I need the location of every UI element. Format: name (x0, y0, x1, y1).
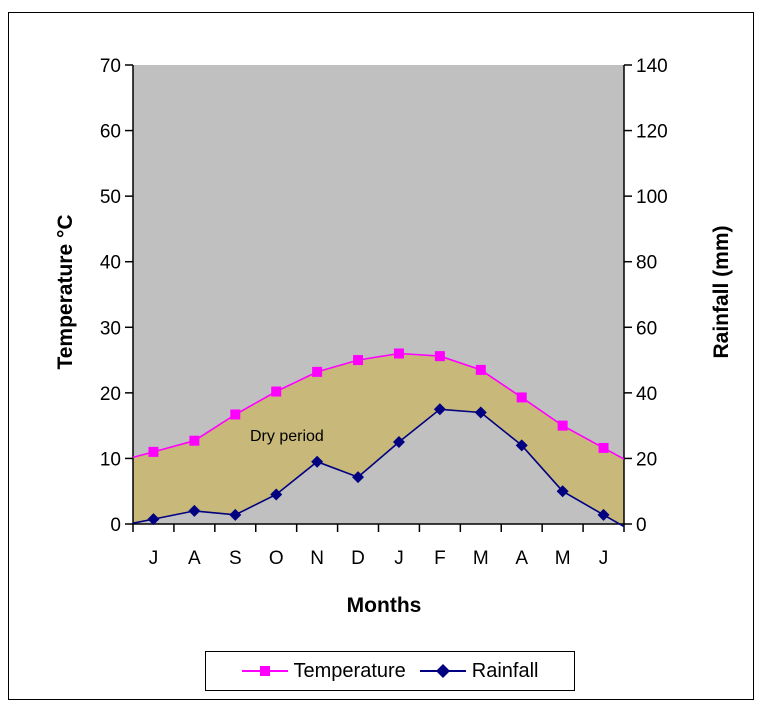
y-right-tick-label: 120 (636, 122, 668, 143)
y-left-tick-label: 0 (110, 515, 121, 536)
legend-label-temperature: Temperature (293, 659, 406, 682)
temperature-point (230, 409, 241, 420)
x-tick-label: S (229, 548, 242, 569)
temperature-point (475, 364, 486, 375)
y-left-tick-label: 60 (100, 122, 121, 143)
legend-temperature-swatch (241, 666, 288, 676)
rainfall-point (474, 406, 487, 419)
y-right-tick-label: 20 (636, 449, 657, 470)
legend-rainfall-swatch (419, 664, 466, 678)
x-tick-label: A (188, 548, 201, 569)
legend: Temperature Rainfall (205, 651, 575, 691)
rainfall-point (270, 488, 283, 501)
y-left-tick-label: 70 (100, 56, 121, 77)
temperature-point (353, 355, 364, 366)
x-tick-label: N (310, 548, 324, 569)
temperature-point (434, 351, 445, 362)
temperature-point (393, 348, 404, 359)
temperature-point (148, 446, 159, 457)
x-tick-label: A (515, 548, 528, 569)
y-left-tick-label: 20 (100, 384, 121, 405)
x-tick-label: M (555, 548, 571, 569)
x-tick-label: F (434, 548, 446, 569)
rainfall-point (433, 403, 446, 416)
x-tick-label: J (394, 548, 404, 569)
rainfall-point (556, 485, 569, 498)
temperature-point (271, 386, 282, 397)
rainfall-point (392, 436, 405, 449)
temperature-point (189, 435, 200, 446)
legend-label-rainfall: Rainfall (471, 659, 539, 682)
rainfall-line (132, 408, 625, 528)
x-tick-label: O (269, 548, 284, 569)
rainfall-point (352, 471, 365, 484)
y-right-tick-label: 80 (636, 253, 657, 274)
series-layer (132, 348, 625, 528)
dry-period-area (133, 353, 624, 527)
x-axis-title: Months (347, 594, 422, 617)
y-axis-title-left: Temperature °C (54, 214, 77, 369)
y-left-tick-label: 30 (100, 318, 121, 339)
y-right-tick-label: 0 (636, 515, 647, 536)
temperature-point (598, 442, 609, 453)
axes: 0 10 20 30 40 50 60 70 0 20 40 60 80 100 120 140 J A S O N D J… (100, 56, 668, 569)
rainfall-point (229, 508, 242, 521)
temperature-point (312, 366, 323, 377)
y-left-tick-label: 50 (100, 187, 121, 208)
rainfall-point (188, 504, 201, 517)
temperature-point (557, 420, 568, 431)
legend-item-temperature: Temperature (241, 659, 406, 683)
y-left-tick-label: 10 (100, 449, 121, 470)
rainfall-point (597, 508, 610, 521)
y-axis-title-right: Rainfall (mm) (710, 225, 733, 358)
rainfall-point (515, 439, 528, 452)
rainfall-point (147, 513, 160, 526)
x-tick-label: J (599, 548, 609, 569)
x-tick-label: D (351, 548, 365, 569)
y-right-tick-label: 40 (636, 384, 657, 405)
temperature-line (132, 352, 625, 460)
y-left-tick-label: 40 (100, 253, 121, 274)
legend-item-rainfall: Rainfall (419, 659, 539, 683)
x-tick-label: J (149, 548, 159, 569)
temperature-point (516, 392, 527, 403)
rainfall-point (311, 455, 324, 468)
dry-period-annotation: Dry period (250, 428, 324, 445)
x-tick-label: M (473, 548, 489, 569)
y-right-tick-label: 60 (636, 318, 657, 339)
y-right-tick-label: 140 (636, 56, 668, 77)
y-right-tick-label: 100 (636, 187, 668, 208)
